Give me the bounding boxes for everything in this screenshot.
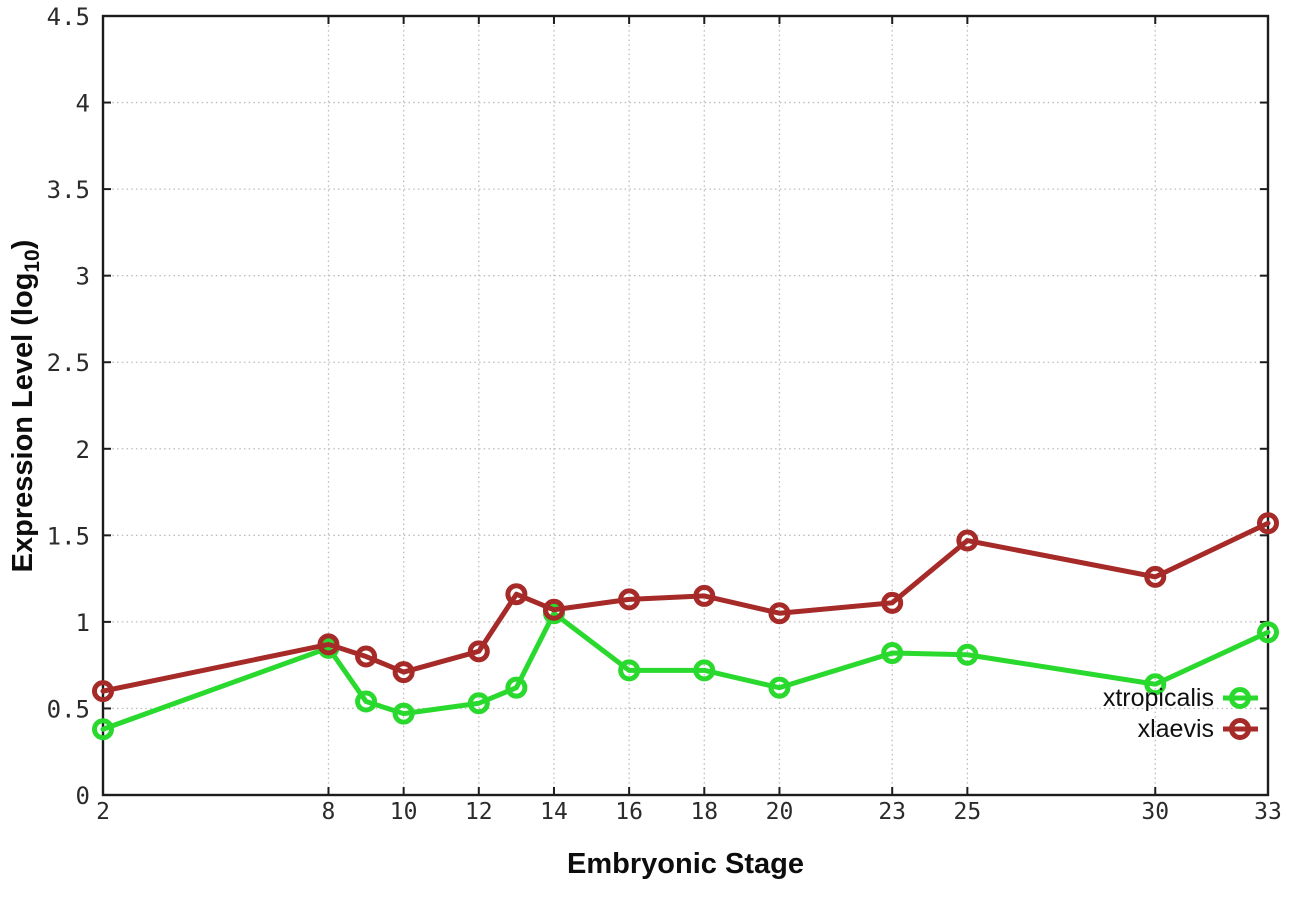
data-point-xlaevis-stage-12 (467, 640, 490, 663)
data-point-xlaevis-stage-23 (881, 591, 904, 614)
x-tick-label: 14 (540, 799, 568, 825)
data-point-xtropicalis-stage-20 (768, 676, 791, 699)
data-point-xlaevis-stage-14 (542, 598, 565, 621)
plot-border (101, 14, 1270, 797)
y-tick-label: 0.5 (47, 695, 90, 723)
data-point-xtropicalis-stage-25 (956, 643, 979, 666)
x-tick-label: 16 (615, 799, 643, 825)
y-tick-label: 1 (76, 609, 90, 637)
data-point-xlaevis-stage-18 (693, 584, 716, 607)
data-point-xtropicalis-stage-12 (467, 692, 490, 715)
data-point-xlaevis-stage-13 (505, 583, 528, 606)
data-point-xtropicalis-stage-30 (1144, 673, 1167, 696)
data-point-xtropicalis-stage-9 (355, 690, 378, 713)
data-point-xtropicalis-stage-10 (392, 702, 415, 725)
legend-sample-marker-xlaevis (1229, 718, 1251, 740)
legend-label-xlaevis: xlaevis (1138, 715, 1214, 743)
data-point-xtropicalis-stage-13 (505, 676, 528, 699)
data-point-xlaevis-stage-30 (1144, 565, 1167, 588)
data-point-xtropicalis-stage-2 (92, 718, 114, 741)
data-point-xlaevis-stage-16 (618, 588, 641, 611)
x-tick-label: 12 (465, 799, 493, 825)
data-point-xtropicalis-stage-33 (1257, 621, 1279, 644)
y-tick-label: 1.5 (47, 522, 90, 550)
data-point-xtropicalis-stage-18 (693, 659, 716, 682)
y-tick-label: 4.5 (47, 3, 90, 31)
x-tick-label: 30 (1141, 799, 1169, 825)
x-tick-label: 18 (690, 799, 718, 825)
y-axis-title: Expression Level (log10) (5, 216, 44, 596)
data-point-xlaevis-stage-20 (768, 602, 791, 625)
x-tick-label: 10 (390, 799, 418, 825)
x-axis-title: Embryonic Stage (567, 848, 804, 880)
data-point-xlaevis-stage-33 (1257, 512, 1279, 535)
x-tick-label: 25 (954, 799, 982, 825)
data-point-xlaevis-stage-8 (317, 633, 340, 656)
y-axis-title-text: Expression Level (log (7, 272, 39, 573)
legend-sample-marker-xtropicalis (1229, 687, 1251, 709)
x-tick-label: 20 (766, 799, 794, 825)
y-axis-title-close-paren: ) (7, 239, 39, 250)
data-point-xtropicalis-stage-16 (618, 659, 641, 682)
data-point-xlaevis-stage-25 (956, 529, 979, 552)
y-tick-label: 0 (76, 782, 90, 810)
y-tick-label: 4 (76, 90, 90, 118)
data-point-xlaevis-stage-10 (392, 661, 415, 684)
data-point-xlaevis-stage-9 (355, 645, 378, 668)
y-axis-title-subscript: 10 (20, 249, 44, 273)
x-tick-label: 33 (1254, 799, 1282, 825)
series-line-xtropicalis (100, 610, 1271, 732)
y-tick-label: 3 (76, 263, 90, 291)
x-tick-label: 8 (322, 799, 336, 825)
legend-label-xtropicalis: xtropicalis (1103, 684, 1214, 712)
y-tick-label: 3.5 (47, 176, 90, 204)
x-tick-label: 2 (96, 799, 110, 825)
y-tick-label: 2.5 (47, 349, 90, 377)
x-tick-label: 23 (878, 799, 906, 825)
data-point-xlaevis-stage-2 (92, 680, 114, 703)
y-tick-label: 2 (76, 436, 90, 464)
data-point-xtropicalis-stage-23 (881, 642, 904, 665)
